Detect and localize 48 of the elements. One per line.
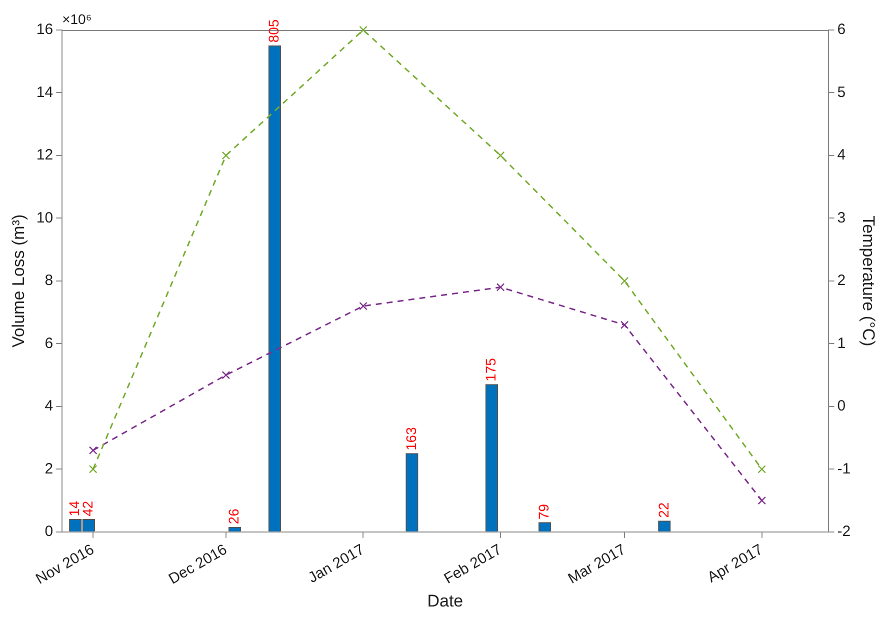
x-tick-label: Jan 2017: [305, 541, 368, 587]
y-tick-label: 14: [36, 84, 54, 101]
y-tick-label: 4: [44, 398, 54, 415]
point: [359, 26, 368, 34]
point: [758, 496, 766, 505]
point: [496, 151, 505, 160]
y2-tick-label: 6: [837, 21, 846, 38]
point: [620, 320, 629, 330]
annotation: 22: [655, 502, 672, 518]
y-axis-title: Volume Loss (m³): [8, 214, 28, 348]
point: [88, 465, 98, 474]
text: ×10⁶: [62, 10, 92, 27]
x-tick-label: Dec 2016: [166, 541, 230, 588]
y-tick-label: 16: [36, 21, 54, 38]
y-tick-label: 12: [36, 146, 54, 164]
point: [359, 302, 368, 310]
x-axis-title: Date: [427, 591, 464, 610]
y2-tick-label: 4: [837, 146, 846, 164]
annotation: 175: [482, 358, 499, 382]
y2-tick-label: -2: [837, 523, 851, 540]
y-tick-label: 2: [44, 460, 54, 478]
y2-tick-label: 3: [837, 209, 846, 226]
point: [222, 370, 230, 380]
point: [88, 446, 98, 454]
annotation: 805: [266, 19, 282, 43]
x-tick-label: Feb 2017: [441, 541, 505, 588]
point: [758, 465, 766, 474]
point: [222, 151, 230, 160]
annotation: 42: [80, 500, 96, 516]
annotation: 14: [66, 500, 82, 516]
y-tick-label: 0: [44, 523, 54, 540]
x-tick-label: Nov 2016: [33, 541, 98, 588]
annotation: 79: [536, 504, 552, 520]
y2-tick-label: 2: [837, 272, 846, 290]
y2-tick-label: 0: [837, 398, 846, 415]
y-tick-label: 6: [44, 334, 54, 352]
annotation: 26: [226, 508, 242, 524]
x-tick-label: Apr 2017: [704, 541, 766, 586]
x-tick-label: Mar 2017: [565, 541, 629, 588]
y2-axis-title: Temperature (°C): [859, 216, 878, 346]
point: [496, 283, 505, 292]
point: [620, 276, 629, 286]
y-tick-label: 8: [44, 272, 54, 290]
annotation: 163: [402, 426, 419, 450]
y2-tick-label: 1: [837, 334, 846, 352]
y2-tick-label: -1: [837, 460, 851, 478]
y-tick-label: 10: [36, 209, 54, 226]
y2-tick-label: 5: [837, 84, 846, 101]
